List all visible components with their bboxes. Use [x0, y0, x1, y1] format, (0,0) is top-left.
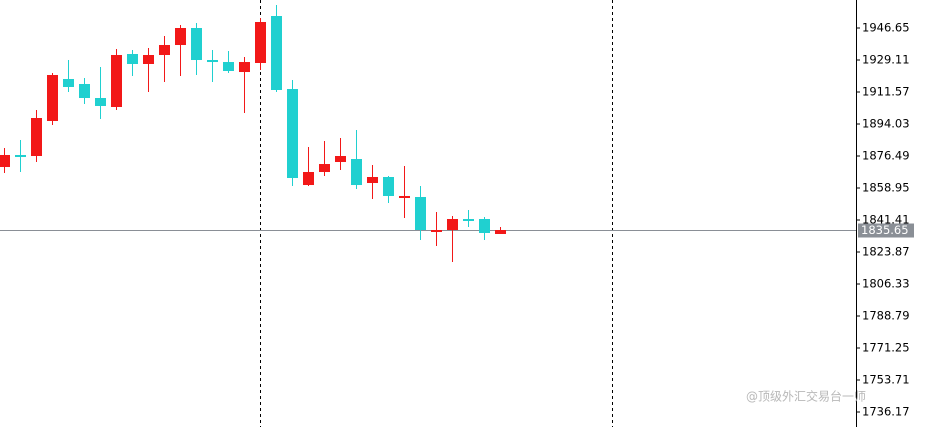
y-tick-label: 1736.17	[862, 405, 910, 419]
candle-body	[0, 155, 10, 168]
candle-body	[255, 22, 266, 63]
candle-body	[463, 219, 474, 222]
y-tick-label: 1946.65	[862, 21, 910, 35]
y-tick-label: 1841.41	[862, 213, 910, 227]
candle-body	[415, 196, 426, 231]
candle-body	[47, 75, 58, 121]
candle-body	[15, 155, 26, 158]
y-tick-label: 1788.79	[862, 309, 910, 323]
y-tick-label: 1771.25	[862, 341, 910, 355]
candle-body	[79, 83, 90, 99]
y-tick-label: 1911.57	[862, 85, 910, 99]
candle-body	[399, 195, 410, 199]
candle-body	[479, 219, 490, 233]
candle-body	[239, 62, 250, 73]
candle-body	[319, 164, 330, 173]
candle-body	[335, 156, 346, 163]
y-tick-label: 1894.03	[862, 117, 910, 131]
candle-body	[191, 28, 202, 61]
y-tick-label: 1876.49	[862, 149, 910, 163]
candle-body	[127, 54, 138, 64]
candle-body	[31, 118, 42, 157]
candle-body	[159, 45, 170, 56]
candle-body	[287, 89, 298, 179]
candle-body	[143, 55, 154, 64]
candle-body	[63, 78, 74, 88]
candle-body	[431, 230, 442, 233]
y-tick-label: 1929.11	[862, 53, 910, 67]
candle-body	[175, 28, 186, 46]
current-price-box	[858, 223, 914, 238]
candle-body	[223, 62, 234, 72]
y-tick-label: 1806.33	[862, 277, 910, 291]
candle-body	[303, 172, 314, 186]
candle-body	[447, 219, 458, 231]
current-price-label: 1835.65	[861, 223, 909, 237]
y-tick-label: 1858.95	[862, 181, 910, 195]
y-tick-label: 1753.71	[862, 373, 910, 387]
candle-body	[495, 230, 506, 234]
candle-body	[207, 60, 218, 63]
watermark: @顶级外汇交易台一师	[746, 389, 866, 404]
y-tick-label: 1823.87	[862, 245, 910, 259]
candle-body	[271, 15, 282, 90]
candle-body	[111, 55, 122, 108]
candle-body	[383, 177, 394, 196]
candle-body	[95, 98, 106, 106]
candle-body	[351, 158, 362, 186]
candle-body	[367, 177, 378, 184]
